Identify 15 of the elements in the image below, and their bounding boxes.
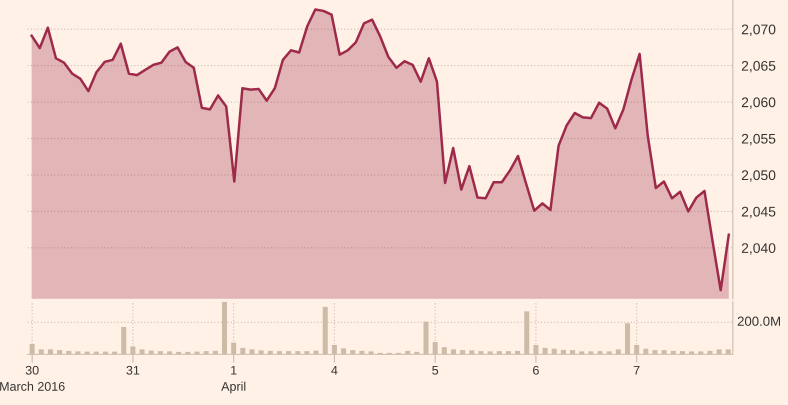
y-tick-label: 2,065 — [742, 60, 776, 72]
x-tick-label: 4 — [331, 366, 338, 375]
x-tick-label: 7 — [634, 366, 640, 375]
x-tick-label: 1 April — [221, 366, 246, 394]
x-tick-label: 31 — [126, 366, 140, 375]
y-tick-label: 2,045 — [742, 206, 776, 218]
ref-line-label: 200.0M — [738, 316, 780, 326]
y-tick-label: 2,070 — [742, 24, 776, 36]
x-tick-label: 6 — [533, 366, 539, 375]
x-tick-label: 5 — [432, 366, 438, 375]
y-tick-label: 2,040 — [742, 243, 776, 255]
x-tick-label: 30 March 2016 — [0, 366, 65, 391]
y-tick-label: 2,060 — [742, 97, 776, 109]
y-tick-label: 2,050 — [742, 170, 776, 182]
y-tick-label: 2,055 — [742, 134, 776, 146]
